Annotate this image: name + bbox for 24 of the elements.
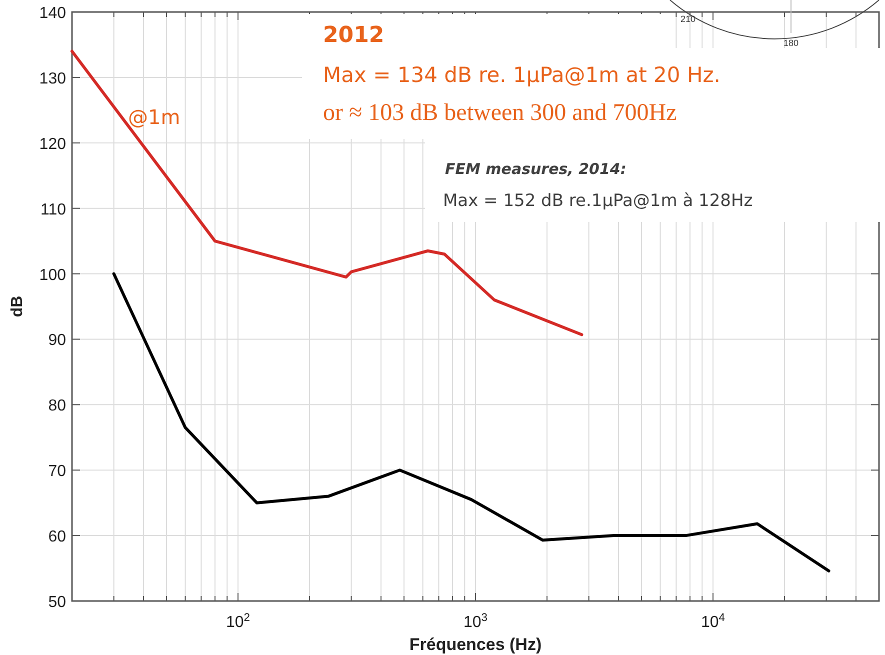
x-tick-label: 10$^{3}$ [463, 612, 488, 631]
annotation: 210 [680, 14, 696, 24]
annotation: 2012 [323, 23, 384, 48]
annotation: Max = 134 dB re. 1μPa@1m at 20 Hz. [323, 63, 720, 87]
x-axis-title: Fréquences (Hz) [409, 635, 542, 654]
y-tick-label: 130 [39, 70, 66, 88]
annotation: or ≈ 103 dB between 300 and 700Hz [323, 100, 677, 126]
annotation: 180 [783, 38, 799, 48]
x-tick-label: 10$^{4}$ [700, 612, 726, 631]
line-series [112, 272, 830, 572]
annotation: @1m [128, 105, 180, 129]
x-tick-label: 10$^{2}$ [226, 612, 250, 631]
annotation: Max = 152 dB re.1μPa@1m à 128Hz [443, 191, 753, 211]
y-axis-title: dB [9, 296, 26, 318]
y-tick-label: 60 [48, 528, 66, 546]
y-tick-label: 70 [48, 463, 66, 480]
y-tick-label: 120 [39, 136, 66, 153]
y-tick-label: 90 [48, 332, 66, 350]
y-tick-label: 100 [39, 266, 66, 284]
y-tick-label: 80 [48, 398, 66, 415]
y-tick-label: 50 [48, 594, 66, 611]
y-tick-label: 110 [40, 201, 66, 218]
y-tick-label: 140 [39, 5, 66, 22]
annotation: FEM measures, 2014: [445, 160, 626, 178]
